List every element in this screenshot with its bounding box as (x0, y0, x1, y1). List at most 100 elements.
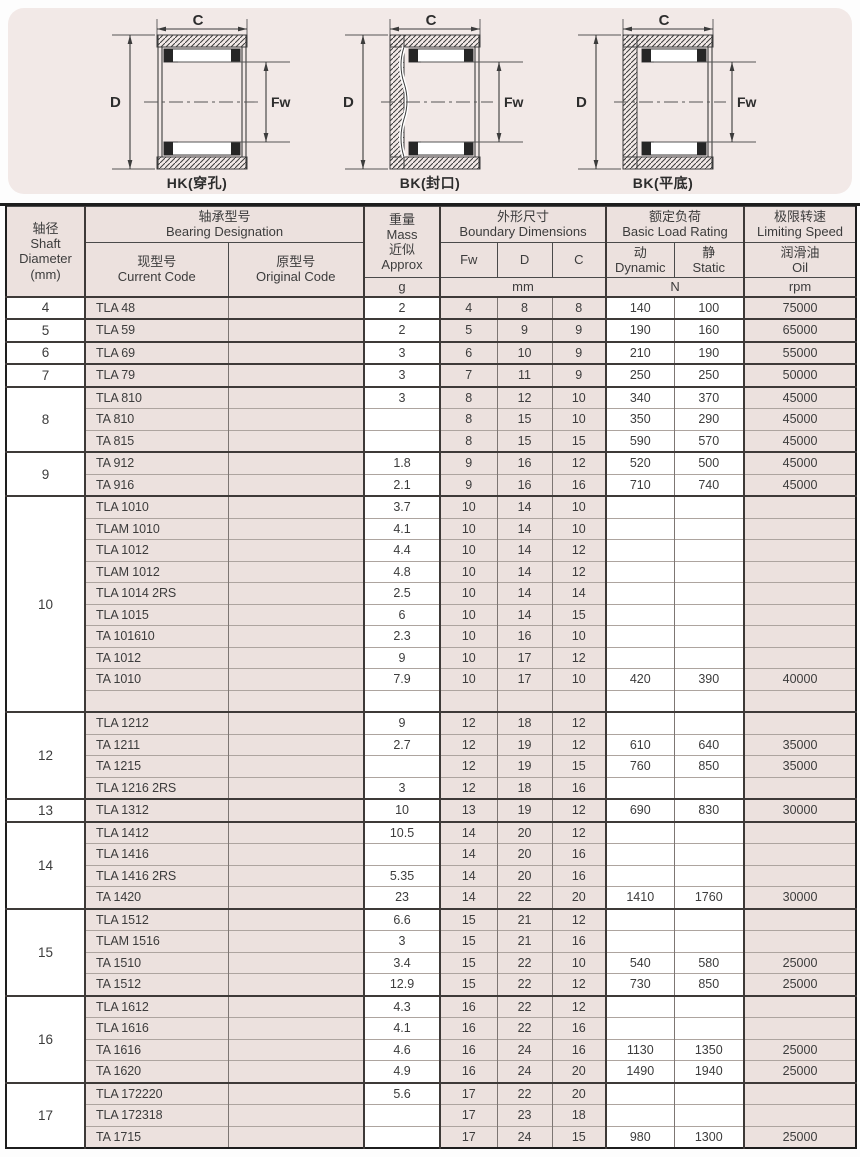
cell-mass (363, 843, 441, 866)
cell-speed (743, 930, 857, 953)
cell-speed: 35000 (743, 733, 857, 756)
cell-original-code (227, 951, 365, 974)
cell-fw: 8 (439, 429, 498, 453)
cell-fw: 14 (439, 864, 498, 887)
cell-c: 10 (551, 385, 607, 409)
cell-static: 390 (673, 668, 745, 691)
cell-static: 850 (673, 973, 745, 996)
cell-d: 14 (496, 517, 553, 540)
cell-fw: 13 (439, 798, 498, 822)
header-basic-load-rating: 额定负荷 Basic Load Rating (605, 206, 745, 243)
cell-c: 12 (551, 820, 607, 844)
cell-speed (743, 776, 857, 800)
cell-current-code: TLA 1212 (84, 711, 228, 735)
cell-mass: 4.1 (363, 517, 441, 540)
cell-current-code: TA 810 (84, 408, 228, 431)
cell-speed (743, 517, 857, 540)
cell-mass: 2.3 (363, 625, 441, 648)
unit-dimensions: mm (439, 277, 607, 298)
cell-shaft-diameter: 14 (5, 820, 85, 909)
cell-c: 16 (551, 930, 607, 953)
diagram-caption-bk-sealed: BK(封口) (399, 175, 461, 191)
cell-fw: 14 (439, 843, 498, 866)
cell-fw: 10 (439, 582, 498, 605)
cell-fw: 10 (439, 668, 498, 691)
cell-mass (363, 1125, 441, 1149)
cell-mass: 4.9 (363, 1060, 441, 1083)
cell-dynamic (605, 689, 675, 713)
cell-current-code: TLA 1014 2RS (84, 582, 228, 605)
cell-current-code: TA 1211 (84, 733, 228, 756)
cell-dynamic: 540 (605, 951, 675, 974)
cell-fw: 17 (439, 1104, 498, 1127)
cell-mass (363, 689, 441, 713)
cell-speed: 75000 (743, 295, 857, 320)
cell-static: 290 (673, 408, 745, 431)
header-limiting-speed: 极限转速 Limiting Speed (743, 206, 857, 243)
cell-original-code (227, 1038, 365, 1061)
table-row: TA 810 8 15 10 350 290 45000 (6, 408, 857, 431)
cell-mass: 2 (363, 295, 441, 320)
cell-c: 20 (551, 1060, 607, 1083)
cell-speed: 35000 (743, 755, 857, 778)
cell-d: 14 (496, 560, 553, 583)
cell-d: 15 (496, 408, 553, 431)
cell-shaft-diameter: 12 (5, 711, 85, 800)
cell-d: 20 (496, 864, 553, 887)
cell-dynamic (605, 1104, 675, 1127)
cell-fw: 9 (439, 473, 498, 497)
cell-d: 21 (496, 930, 553, 953)
cell-d: 24 (496, 1060, 553, 1083)
cell-original-code (227, 429, 365, 453)
cell-c: 12 (551, 646, 607, 669)
cell-static: 100 (673, 295, 745, 320)
cell-static: 570 (673, 429, 745, 453)
cell-speed (743, 560, 857, 583)
cell-speed: 40000 (743, 668, 857, 691)
cell-speed (743, 689, 857, 713)
cell-d: 16 (496, 625, 553, 648)
cell-static: 160 (673, 318, 745, 342)
cell-dynamic: 350 (605, 408, 675, 431)
table-row: TA 1616 4.6 16 24 16 1130 1350 25000 (6, 1038, 857, 1061)
cell-d: 22 (496, 1017, 553, 1040)
cell-d: 11 (496, 363, 553, 387)
cell-current-code: TLA 59 (84, 318, 228, 342)
cell-fw: 15 (439, 973, 498, 996)
cell-d: 24 (496, 1125, 553, 1149)
cell-speed: 25000 (743, 973, 857, 996)
cell-fw: 17 (439, 1125, 498, 1149)
cell-original-code (227, 318, 365, 342)
cell-original-code (227, 820, 365, 844)
cell-speed (743, 864, 857, 887)
cell-fw: 12 (439, 755, 498, 778)
cell-static (673, 560, 745, 583)
cell-shaft-diameter: 4 (5, 295, 85, 320)
cell-dynamic (605, 517, 675, 540)
table-row: TLA 1616 4.1 16 22 16 (6, 1017, 857, 1040)
cell-d: 14 (496, 603, 553, 626)
cell-current-code: TA 1510 (84, 951, 228, 974)
cell-c: 10 (551, 668, 607, 691)
cell-mass (363, 429, 441, 453)
cell-dynamic (605, 560, 675, 583)
spec-table-section: 轴径 Shaft Diameter (mm) 轴承型号 Bearing Desi… (0, 203, 860, 1151)
cell-fw: 8 (439, 385, 498, 409)
cell-c: 12 (551, 973, 607, 996)
cell-speed (743, 1017, 857, 1040)
cell-dynamic (605, 1081, 675, 1105)
cell-speed: 45000 (743, 473, 857, 497)
cell-c: 9 (551, 318, 607, 342)
bk-sealed-cross-section-drawing: C D Fw (343, 13, 523, 170)
cell-shaft-diameter: 13 (5, 798, 85, 822)
cell-c: 10 (551, 495, 607, 519)
cell-mass: 4.3 (363, 994, 441, 1018)
cell-dynamic (605, 603, 675, 626)
cell-speed: 30000 (743, 798, 857, 822)
cell-mass: 3 (363, 776, 441, 800)
cell-original-code (227, 711, 365, 735)
cell-c: 16 (551, 864, 607, 887)
cell-dynamic (605, 994, 675, 1018)
cell-dynamic (605, 820, 675, 844)
header-static: 静 Static (673, 241, 745, 279)
